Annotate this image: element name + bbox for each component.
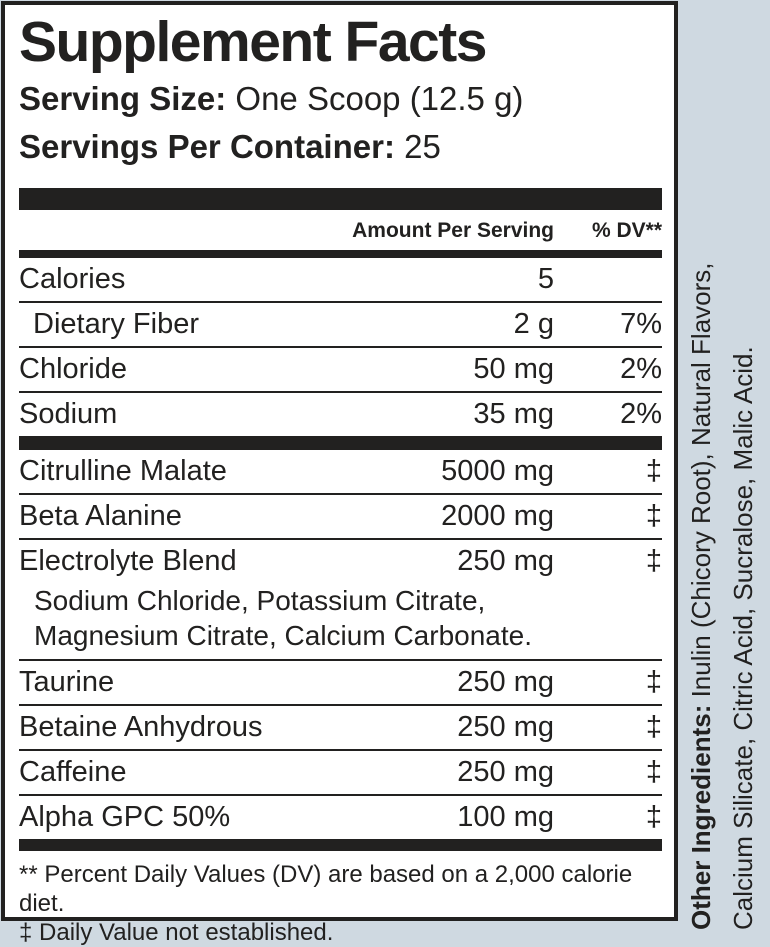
actives-table: Citrulline Malate 5000 mg ‡ Beta Alanine 200… [19, 450, 662, 839]
ingredient-dv: ‡ [645, 801, 662, 833]
ingredient-amount: 2 g [513, 308, 554, 340]
ingredient-amount: 5000 mg [441, 455, 554, 487]
ingredient-name: Caffeine [19, 756, 127, 788]
other-ingredients-text: Other Ingredients: Inulin (Chicory Root)… [684, 263, 718, 931]
ingredient-name: Electrolyte Blend [19, 545, 237, 577]
table-row-main: Beta Alanine 2000 mg ‡ [19, 495, 662, 538]
table-row: Chloride 50 mg 2% [19, 348, 662, 393]
table-row: Electrolyte Blend 250 mg ‡ Sodium Chloride,… [19, 540, 662, 661]
table-row: Betaine Anhydrous 250 mg ‡ [19, 706, 662, 751]
ingredient-amount: 250 mg [457, 545, 554, 577]
table-row: Sodium 35 mg 2% [19, 393, 662, 436]
ingredient-dv: 7% [620, 308, 662, 340]
section-divider-bar [19, 188, 662, 210]
ingredient-amount: 35 mg [473, 398, 554, 430]
section-divider-bar [19, 839, 662, 851]
section-divider-bar [19, 436, 662, 450]
ingredient-amount: 50 mg [473, 353, 554, 385]
table-row: Taurine 250 mg ‡ [19, 661, 662, 706]
ingredient-name: Calories [19, 263, 126, 295]
ingredient-name: Betaine Anhydrous [19, 711, 263, 743]
other-ingredients-text-continued: Calcium Silicate, Citric Acid, Sucralose… [728, 346, 758, 930]
ingredient-name: Citrulline Malate [19, 455, 227, 487]
table-row-main: Alpha GPC 50% 100 mg ‡ [19, 796, 662, 839]
serving-size-label: Serving Size: [19, 80, 227, 117]
ingredient-name: Taurine [19, 666, 115, 698]
serving-size-line: Serving Size: One Scoop (12.5 g) [19, 75, 662, 123]
footnote-dv: ** Percent Daily Values (DV) are based o… [19, 861, 633, 917]
ingredient-amount: 250 mg [457, 666, 554, 698]
table-row-main: Dietary Fiber 2 g 7% [19, 303, 662, 346]
ingredient-amount: 100 mg [457, 801, 554, 833]
ingredient-dv: ‡ [645, 545, 662, 577]
supplement-facts-panel: Supplement Facts Serving Size: One Scoop… [1, 1, 678, 946]
servings-per-container-label: Servings Per Container: [19, 128, 395, 165]
servings-per-container-value: 25 [404, 128, 441, 165]
ingredient-amount: 2000 mg [441, 500, 554, 532]
table-row: Alpha GPC 50% 100 mg ‡ [19, 796, 662, 839]
other-ingredients-label: Other Ingredients: [686, 704, 716, 930]
footnote-dagger: ‡ Daily Value not established. [19, 919, 334, 946]
ingredient-amount: 250 mg [457, 711, 554, 743]
table-row: Dietary Fiber 2 g 7% [19, 303, 662, 348]
ingredient-dv: ‡ [645, 711, 662, 743]
table-row: Citrulline Malate 5000 mg ‡ [19, 450, 662, 495]
amount-column-header: Amount Per Serving [352, 219, 554, 242]
ingredient-dv: 2% [620, 398, 662, 430]
ingredient-name: Beta Alanine [19, 500, 182, 532]
ingredient-dv: ‡ [645, 666, 662, 698]
ingredient-name: Chloride [19, 353, 127, 385]
table-row-main: Calories 5 [19, 258, 662, 301]
table-row: Calories 5 [19, 258, 662, 303]
table-row-main: Taurine 250 mg ‡ [19, 661, 662, 704]
table-row: Beta Alanine 2000 mg ‡ [19, 495, 662, 540]
ingredient-dv: 2% [620, 353, 662, 385]
ingredient-dv: ‡ [645, 500, 662, 532]
ingredient-dv: ‡ [645, 756, 662, 788]
dv-column-header: % DV** [591, 219, 662, 242]
blend-components: Sodium Chloride, Potassium Citrate, [34, 585, 486, 616]
ingredient-amount: 250 mg [457, 756, 554, 788]
table-row-main: Chloride 50 mg 2% [19, 348, 662, 391]
footnotes: ** Percent Daily Values (DV) are based o… [19, 851, 662, 947]
table-row-main: Betaine Anhydrous 250 mg ‡ [19, 706, 662, 749]
other-ingredients-line1: Inulin (Chicory Root), Natural Flavors, [686, 262, 716, 705]
column-header-row: Amount Per Serving % DV** [19, 210, 662, 250]
panel-title: Supplement Facts [19, 10, 487, 74]
table-row-main: Sodium 35 mg 2% [19, 393, 662, 436]
ingredient-dv: ‡ [645, 455, 662, 487]
servings-per-container-line: Servings Per Container: 25 [19, 123, 662, 171]
header-divider-bar [19, 250, 662, 258]
table-row-main: Caffeine 250 mg ‡ [19, 751, 662, 794]
blend-components: Magnesium Citrate, Calcium Carbonate. [34, 620, 532, 651]
ingredient-name: Dietary Fiber [33, 308, 199, 340]
nutrients-table: Calories 5 Dietary Fiber 2 g 7% Chloride 50 mg… [19, 258, 662, 436]
ingredient-name: Alpha GPC 50% [19, 801, 231, 833]
table-row-main: Citrulline Malate 5000 mg ‡ [19, 450, 662, 493]
ingredient-amount: 5 [537, 263, 554, 295]
serving-size-value: One Scoop (12.5 g) [235, 80, 524, 117]
ingredient-name: Sodium [19, 398, 118, 430]
table-row-main: Electrolyte Blend 250 mg ‡ [19, 540, 662, 583]
table-row: Caffeine 250 mg ‡ [19, 751, 662, 796]
